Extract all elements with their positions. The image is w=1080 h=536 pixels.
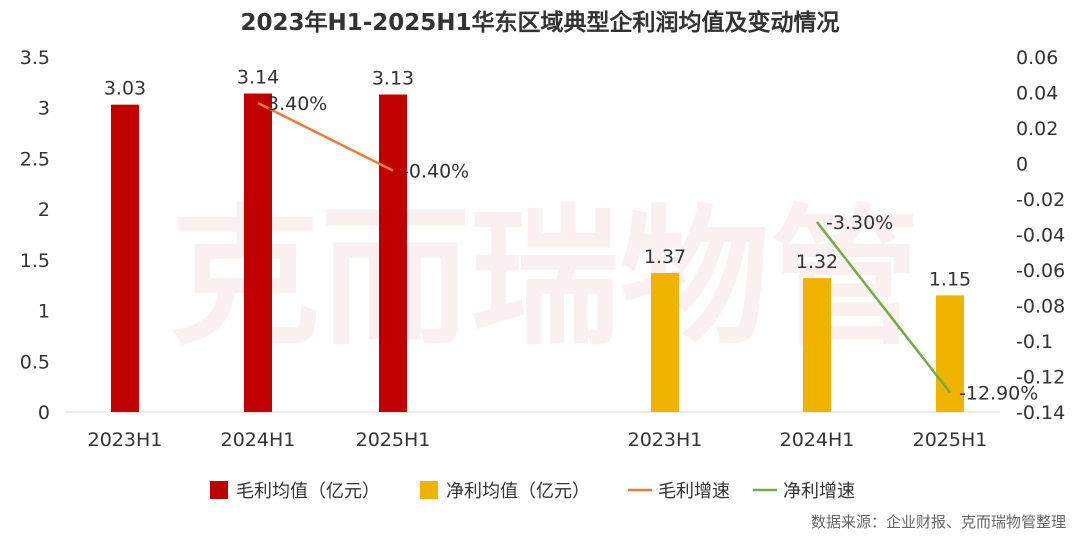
legend-swatch: [420, 481, 438, 499]
watermark: 克而瑞物管: [170, 192, 920, 366]
lines: [257, 102, 951, 394]
right-tick-label: -0.1: [1016, 331, 1053, 353]
legend-label: 毛利增速: [658, 481, 730, 502]
category-label: 2025H1: [356, 429, 431, 451]
legend-label: 毛利均值（亿元）: [236, 481, 380, 502]
right-tick-label: 0.04: [1016, 83, 1058, 105]
legend-label: 净利增速: [783, 481, 855, 502]
bar: [379, 94, 407, 413]
legend-swatch: [210, 481, 228, 499]
chart-title: 2023年H1-2025H1华东区域典型企利润均值及变动情况: [240, 9, 839, 36]
right-tick-label: 0.02: [1016, 118, 1058, 140]
right-tick-label: -0.02: [1016, 189, 1065, 211]
bar-value-label: 1.32: [796, 251, 838, 273]
right-tick-label: -0.06: [1016, 260, 1065, 282]
left-tick-label: 2: [38, 199, 50, 221]
right-tick-label: -0.12: [1016, 367, 1065, 389]
right-tick-label: -0.14: [1016, 402, 1065, 424]
bars: [111, 93, 964, 413]
category-label: 2024H1: [221, 429, 296, 451]
left-tick-label: 2.5: [20, 148, 50, 170]
legend-label: 净利均值（亿元）: [446, 481, 590, 502]
line-value-label: -12.90%: [959, 382, 1038, 404]
right-tick-label: -0.04: [1016, 225, 1065, 247]
right-tick-label: 0.06: [1016, 47, 1058, 69]
bar-value-label: 3.13: [372, 68, 414, 90]
bar: [803, 278, 831, 412]
legend: 毛利均值（亿元） 净利均值（亿元） 毛利增速 净利增速: [210, 481, 855, 502]
left-tick-label: 0: [38, 402, 50, 424]
right-tick-label: -0.08: [1016, 296, 1065, 318]
left-axis: 0 0.5 1 1.5 2 2.5 3 3.5: [20, 47, 50, 424]
left-tick-label: 3.5: [20, 47, 50, 69]
left-tick-label: 1: [38, 301, 50, 323]
left-tick-label: 0.5: [20, 351, 50, 373]
right-axis: 0.06 0.04 0.02 0 -0.02 -0.04 -0.06 -0.08 -0.1 -0.…: [1016, 47, 1065, 424]
bar: [936, 295, 964, 412]
left-tick-label: 1.5: [20, 250, 50, 272]
line-value-label: -3.30%: [826, 212, 893, 234]
line-value-label: 3.40%: [267, 93, 327, 115]
bar: [651, 273, 679, 412]
category-label: 2025H1: [913, 429, 988, 451]
x-axis: 2023H1 2024H1 2025H1 2023H1 2024H1 2025H1: [88, 429, 988, 451]
bar-value-label: 1.15: [929, 268, 971, 290]
category-label: 2023H1: [88, 429, 163, 451]
left-tick-label: 3: [38, 98, 50, 120]
category-label: 2024H1: [780, 429, 855, 451]
category-label: 2023H1: [628, 429, 703, 451]
bar-value-label: 1.37: [644, 246, 686, 268]
right-tick-label: 0: [1016, 154, 1028, 176]
line-value-label: -0.40%: [402, 161, 469, 183]
bar: [244, 93, 272, 412]
bar: [111, 104, 139, 413]
line-series: [816, 221, 951, 394]
bar-value-label: 3.03: [104, 78, 146, 100]
source-note: 数据来源：企业财报、克而瑞物管整理: [811, 513, 1066, 531]
data-labels: 3.03 3.14 3.13 1.37 1.32 1.15 3.40% -0.40% -3.30…: [104, 67, 1038, 405]
line-series: [257, 102, 394, 172]
bar-value-label: 3.14: [237, 67, 279, 89]
